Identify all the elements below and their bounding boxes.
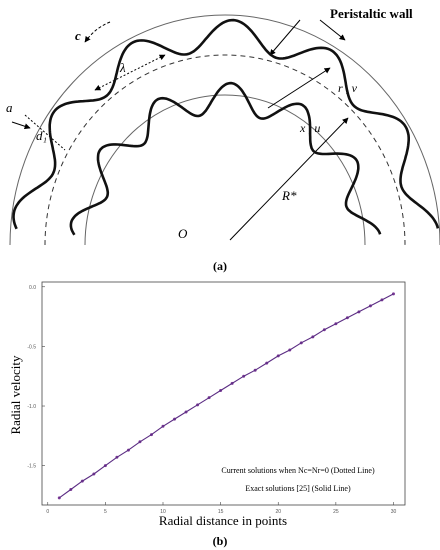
inner-wall [69, 81, 382, 236]
a-arrow [11, 121, 31, 130]
x-tick-label: 5 [104, 509, 107, 515]
y-tick-label: -1.0 [27, 404, 36, 410]
y-tick-label: -0.5 [27, 344, 36, 350]
d1-line [24, 114, 66, 151]
x-tick-label: 30 [391, 509, 397, 515]
diagram-label: O [178, 226, 188, 241]
r-arrow [267, 67, 331, 109]
legend-entry: Current solutions when Nc=Nr=0 (Dotted L… [221, 466, 375, 475]
x-tick-label: 20 [275, 509, 281, 515]
radius-arrow [229, 117, 349, 241]
series-line [58, 293, 394, 499]
diagram-label: d₁ [36, 128, 47, 143]
x-tick-label: 25 [333, 509, 339, 515]
y-tick-label: -1.5 [27, 464, 36, 470]
wall-arrow [319, 19, 346, 41]
center-line [44, 54, 406, 246]
diagram-label: Peristaltic wall [330, 6, 413, 21]
caption: (a) [213, 259, 227, 273]
wall-arrow [269, 19, 301, 56]
outer-wall [12, 18, 440, 230]
x-tick-label: 0 [46, 509, 49, 515]
wavelength-arrow [94, 54, 166, 91]
plot-frame [41, 281, 406, 506]
x-axis-label: Radial distance in points [159, 513, 287, 528]
diagram-label: a [6, 100, 13, 115]
diagram-label: R* [281, 188, 297, 203]
caption: (b) [213, 534, 228, 548]
outer-circle [9, 14, 440, 246]
y-axis-label: Radial velocity [8, 355, 23, 435]
y-tick-label: 0.0 [29, 285, 36, 291]
x-tick-label: 15 [218, 509, 224, 515]
x-tick-label: 10 [160, 509, 166, 515]
legend-entry: Exact solutions [25] (Solid Line) [245, 484, 351, 493]
diagram-label: λ [119, 60, 126, 75]
diagram: Peristaltic wall c λ a d₁ r , v x , u R*… [6, 6, 440, 246]
inner-circle [84, 94, 366, 246]
diagram-label: c [75, 28, 81, 43]
c-arrow [84, 21, 111, 43]
